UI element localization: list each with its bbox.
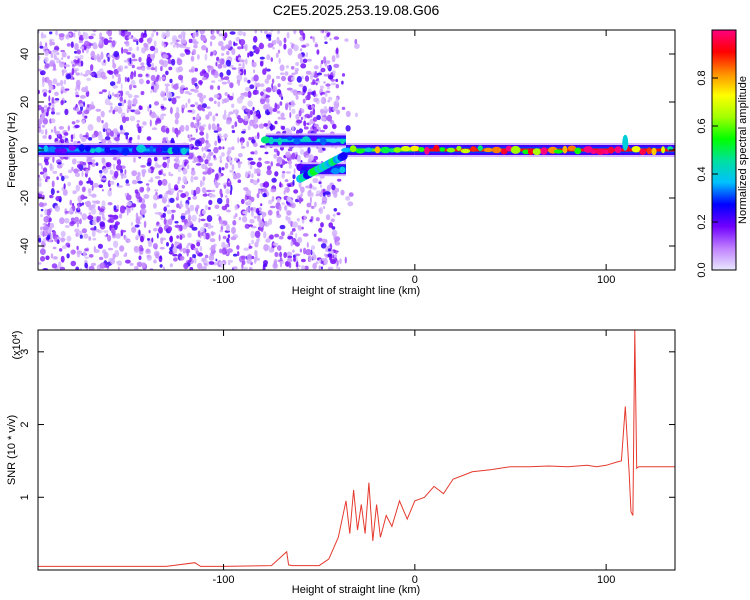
snr-frame	[37, 329, 676, 571]
band-segment	[410, 143, 675, 157]
snr-x-axis-label: Height of straight line (km)	[292, 584, 420, 596]
snr-line	[38, 330, 675, 567]
spectrogram-x-tick-label: 100	[597, 274, 615, 286]
spectrogram-y-tick-label: -40	[19, 238, 31, 254]
snr-scale-close: )	[11, 331, 23, 335]
spectrogram-x-tick-label: 0	[412, 274, 418, 286]
spectrogram-y-tick-label: 20	[19, 96, 31, 108]
snr-panel: -100 0 100 1 2 3 Height of straight line (km)…	[6, 329, 676, 596]
colorbar-tick-label: 0.6	[696, 118, 708, 133]
spectrogram-noise	[38, 30, 360, 270]
snr-x-tick-label: -100	[213, 574, 235, 586]
svg-text:(x104): (x104)	[11, 331, 23, 360]
spectrogram-x-axis-label: Height of straight line (km)	[292, 285, 420, 297]
spectrogram-y-axis-label: Frequency (Hz)	[6, 112, 18, 188]
colorbar-tick-label: 0.4	[696, 166, 708, 181]
snr-x-tick-label: 100	[597, 574, 615, 586]
snr-y-tick-label: 3	[19, 349, 31, 355]
snr-y-axis-label: SNR (10 * v/v)	[6, 415, 18, 485]
snr-scale-note: (x104)	[11, 331, 23, 360]
spectrogram-spike	[622, 134, 629, 151]
band-segment	[341, 143, 418, 157]
spectrogram-y-tick-label: 40	[19, 48, 31, 60]
spectrogram-x-tick-label: -100	[213, 274, 235, 286]
chart-title: C2E5.2025.253.19.08.G06	[273, 2, 440, 18]
colorbar-gradient	[711, 29, 737, 271]
band-segment	[38, 143, 190, 157]
colorbar: 0.0 0.2 0.4 0.6 0.8 Normalized spectral ampl…	[696, 29, 749, 278]
snr-scale-exponent: 4	[12, 334, 19, 338]
band-segment	[260, 133, 346, 148]
snr-scale-prefix: (x10	[11, 338, 23, 359]
colorbar-tick-label: 0.0	[696, 262, 708, 277]
spectrogram-diagonal-feature	[296, 152, 348, 183]
spectrogram-y-tick-label: -20	[19, 190, 31, 206]
snr-y-tick-label: 1	[19, 494, 31, 500]
snr-x-tick-label: 0	[412, 574, 418, 586]
spectrogram-panel: -100 0 100 -40 -20 0 20 40 Height of straight l…	[6, 29, 676, 297]
snr-y-tick-label: 2	[19, 421, 31, 427]
spectrogram-y-tick-label: 0	[19, 147, 31, 153]
colorbar-tick-label: 0.8	[696, 70, 708, 85]
colorbar-tick-label: 0.2	[696, 214, 708, 229]
colorbar-label: Normalized spectral amplitude	[737, 76, 749, 224]
spectrogram-band	[38, 133, 675, 183]
